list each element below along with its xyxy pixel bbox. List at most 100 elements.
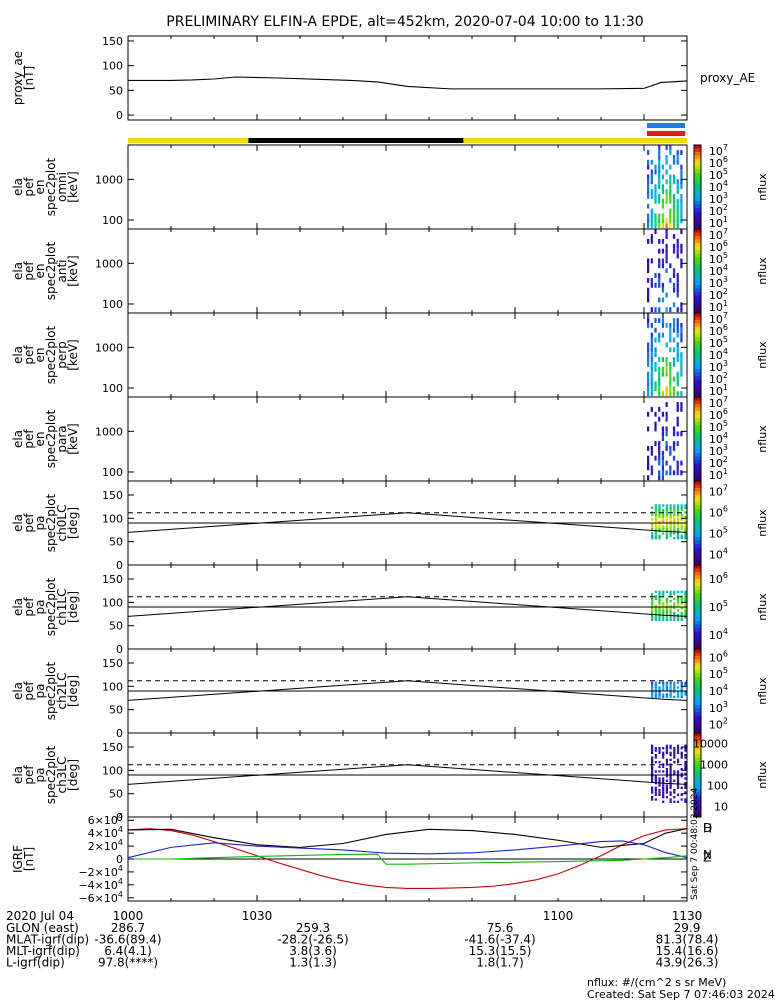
colorbar-segment xyxy=(694,334,701,338)
spectrogram-cell xyxy=(647,357,650,362)
spectrogram-cell xyxy=(684,749,687,752)
spectrogram-cell xyxy=(658,513,661,516)
spectrogram-cell xyxy=(665,607,669,610)
colorbar-segment xyxy=(694,407,701,412)
spectrogram-cell xyxy=(665,751,669,754)
spectrogram-cell xyxy=(651,686,654,689)
colorbar-segment xyxy=(694,754,701,758)
spectrogram-cell xyxy=(672,223,676,229)
spectrogram-cell xyxy=(658,307,661,313)
spectrogram-cell xyxy=(680,504,683,507)
spectrogram-cell xyxy=(650,381,653,387)
colorbar-segment xyxy=(694,351,701,356)
spectrogram-cell xyxy=(684,604,687,607)
y-tick-label: 0 xyxy=(116,853,123,866)
y-axis-label: pef xyxy=(22,597,36,617)
spectrogram-cell xyxy=(680,597,683,600)
colorbar-label: nflux xyxy=(756,257,769,285)
colorbar-segment xyxy=(694,544,701,548)
spectrogram-cell xyxy=(680,248,683,254)
colorbar-tick-label: 102 xyxy=(709,455,728,470)
spectrogram-cell xyxy=(661,411,665,417)
spectrogram-cell xyxy=(662,765,665,768)
spectrogram-cell xyxy=(680,695,683,698)
spectrogram-cell xyxy=(676,516,680,519)
ephemeris-value: 43.9(26.3) xyxy=(656,956,719,970)
colorbar-segment xyxy=(694,449,701,454)
spectrogram-cell xyxy=(654,684,657,687)
spectrogram-cell xyxy=(672,282,676,288)
colorbar-segment xyxy=(694,316,701,321)
spectrogram-cell xyxy=(658,509,661,512)
spectrogram-cell xyxy=(684,527,687,530)
spectrogram-cell xyxy=(676,273,679,278)
spectrogram-cell xyxy=(665,768,669,771)
spectrogram-cell xyxy=(658,688,661,691)
spectrogram-cell xyxy=(665,791,669,794)
spectrogram-cell xyxy=(672,426,676,432)
spectrogram-cell xyxy=(684,537,687,540)
spectrogram-cell xyxy=(658,198,661,204)
spectrogram-cell xyxy=(676,800,680,803)
y-axis-label: ch2LC xyxy=(55,673,69,710)
spectrogram-cell xyxy=(650,238,653,244)
spectrogram-cell xyxy=(662,684,665,687)
spectrogram-cell xyxy=(658,169,661,175)
spectrogram-cell xyxy=(665,747,669,750)
spectrogram-cell xyxy=(658,184,661,190)
spectrogram-cell xyxy=(676,779,680,782)
spectrogram-cell xyxy=(654,611,657,614)
spectrogram-cell xyxy=(680,691,683,694)
y-axis-label: pa xyxy=(33,684,47,699)
colorbar-tick-label: 106 xyxy=(709,323,728,338)
spectrogram-cell xyxy=(662,777,665,780)
spectrogram-cell xyxy=(673,523,676,526)
y-tick-label: 100 xyxy=(102,512,123,525)
spectrogram-cell xyxy=(661,248,665,254)
colorbar-segment xyxy=(694,572,701,576)
spectrogram-cell xyxy=(669,523,672,526)
spectrogram-cell xyxy=(672,361,676,367)
spectrogram-cell xyxy=(654,318,657,323)
spectrogram-cell xyxy=(665,604,669,607)
spectrogram-cell xyxy=(676,277,679,283)
spectrogram-cell xyxy=(680,243,683,249)
spectrogram-cell xyxy=(661,465,665,471)
colorbar-segment xyxy=(694,386,701,391)
spectrogram-cell xyxy=(684,754,687,757)
spectrogram-cell xyxy=(673,593,676,596)
spectrogram-cell xyxy=(665,770,669,773)
series-label-Z: Z xyxy=(703,851,711,865)
spectrogram-cell xyxy=(669,516,672,519)
colorbar-segment xyxy=(694,712,701,716)
spectrogram-cell xyxy=(651,770,654,773)
spectrogram-cell xyxy=(669,777,672,780)
colorbar-segment xyxy=(694,740,701,744)
spectrogram-cell xyxy=(662,686,665,689)
colorbar-segment xyxy=(694,344,701,349)
ephemeris-value: 6.4(4.1) xyxy=(104,944,152,958)
spectrogram-cell xyxy=(676,747,680,750)
colorbar-segment xyxy=(694,747,701,751)
spectrogram-cell xyxy=(676,218,679,224)
colorbar-segment xyxy=(694,803,701,807)
colorbar-tick-label: 101 xyxy=(709,383,728,398)
spectrogram-cell xyxy=(658,618,661,621)
spectrogram-cell xyxy=(654,532,657,535)
colorbar-tick-label: 101 xyxy=(709,467,728,482)
spectrogram-cell xyxy=(654,777,657,780)
ephemeris-table: 2020 Jul 04 GLON (east) 286.7 259.3 75.6 29.… xyxy=(6,909,718,970)
spectrogram-cell xyxy=(665,198,668,204)
colorbar-segment xyxy=(694,701,701,706)
y-tick-label: 1000 xyxy=(95,173,123,186)
spectrogram-cell xyxy=(672,159,676,165)
spectrogram-cell xyxy=(661,391,665,397)
colorbar-segment xyxy=(694,722,701,727)
spectrogram-cell xyxy=(665,253,668,259)
spectrogram-cell xyxy=(669,193,672,199)
spectrogram-cell xyxy=(680,516,683,519)
spectrogram-cell xyxy=(665,616,669,619)
spectrogram-cell xyxy=(665,234,668,239)
spectrogram-cell xyxy=(669,618,672,621)
spectrogram-cell xyxy=(669,445,672,451)
